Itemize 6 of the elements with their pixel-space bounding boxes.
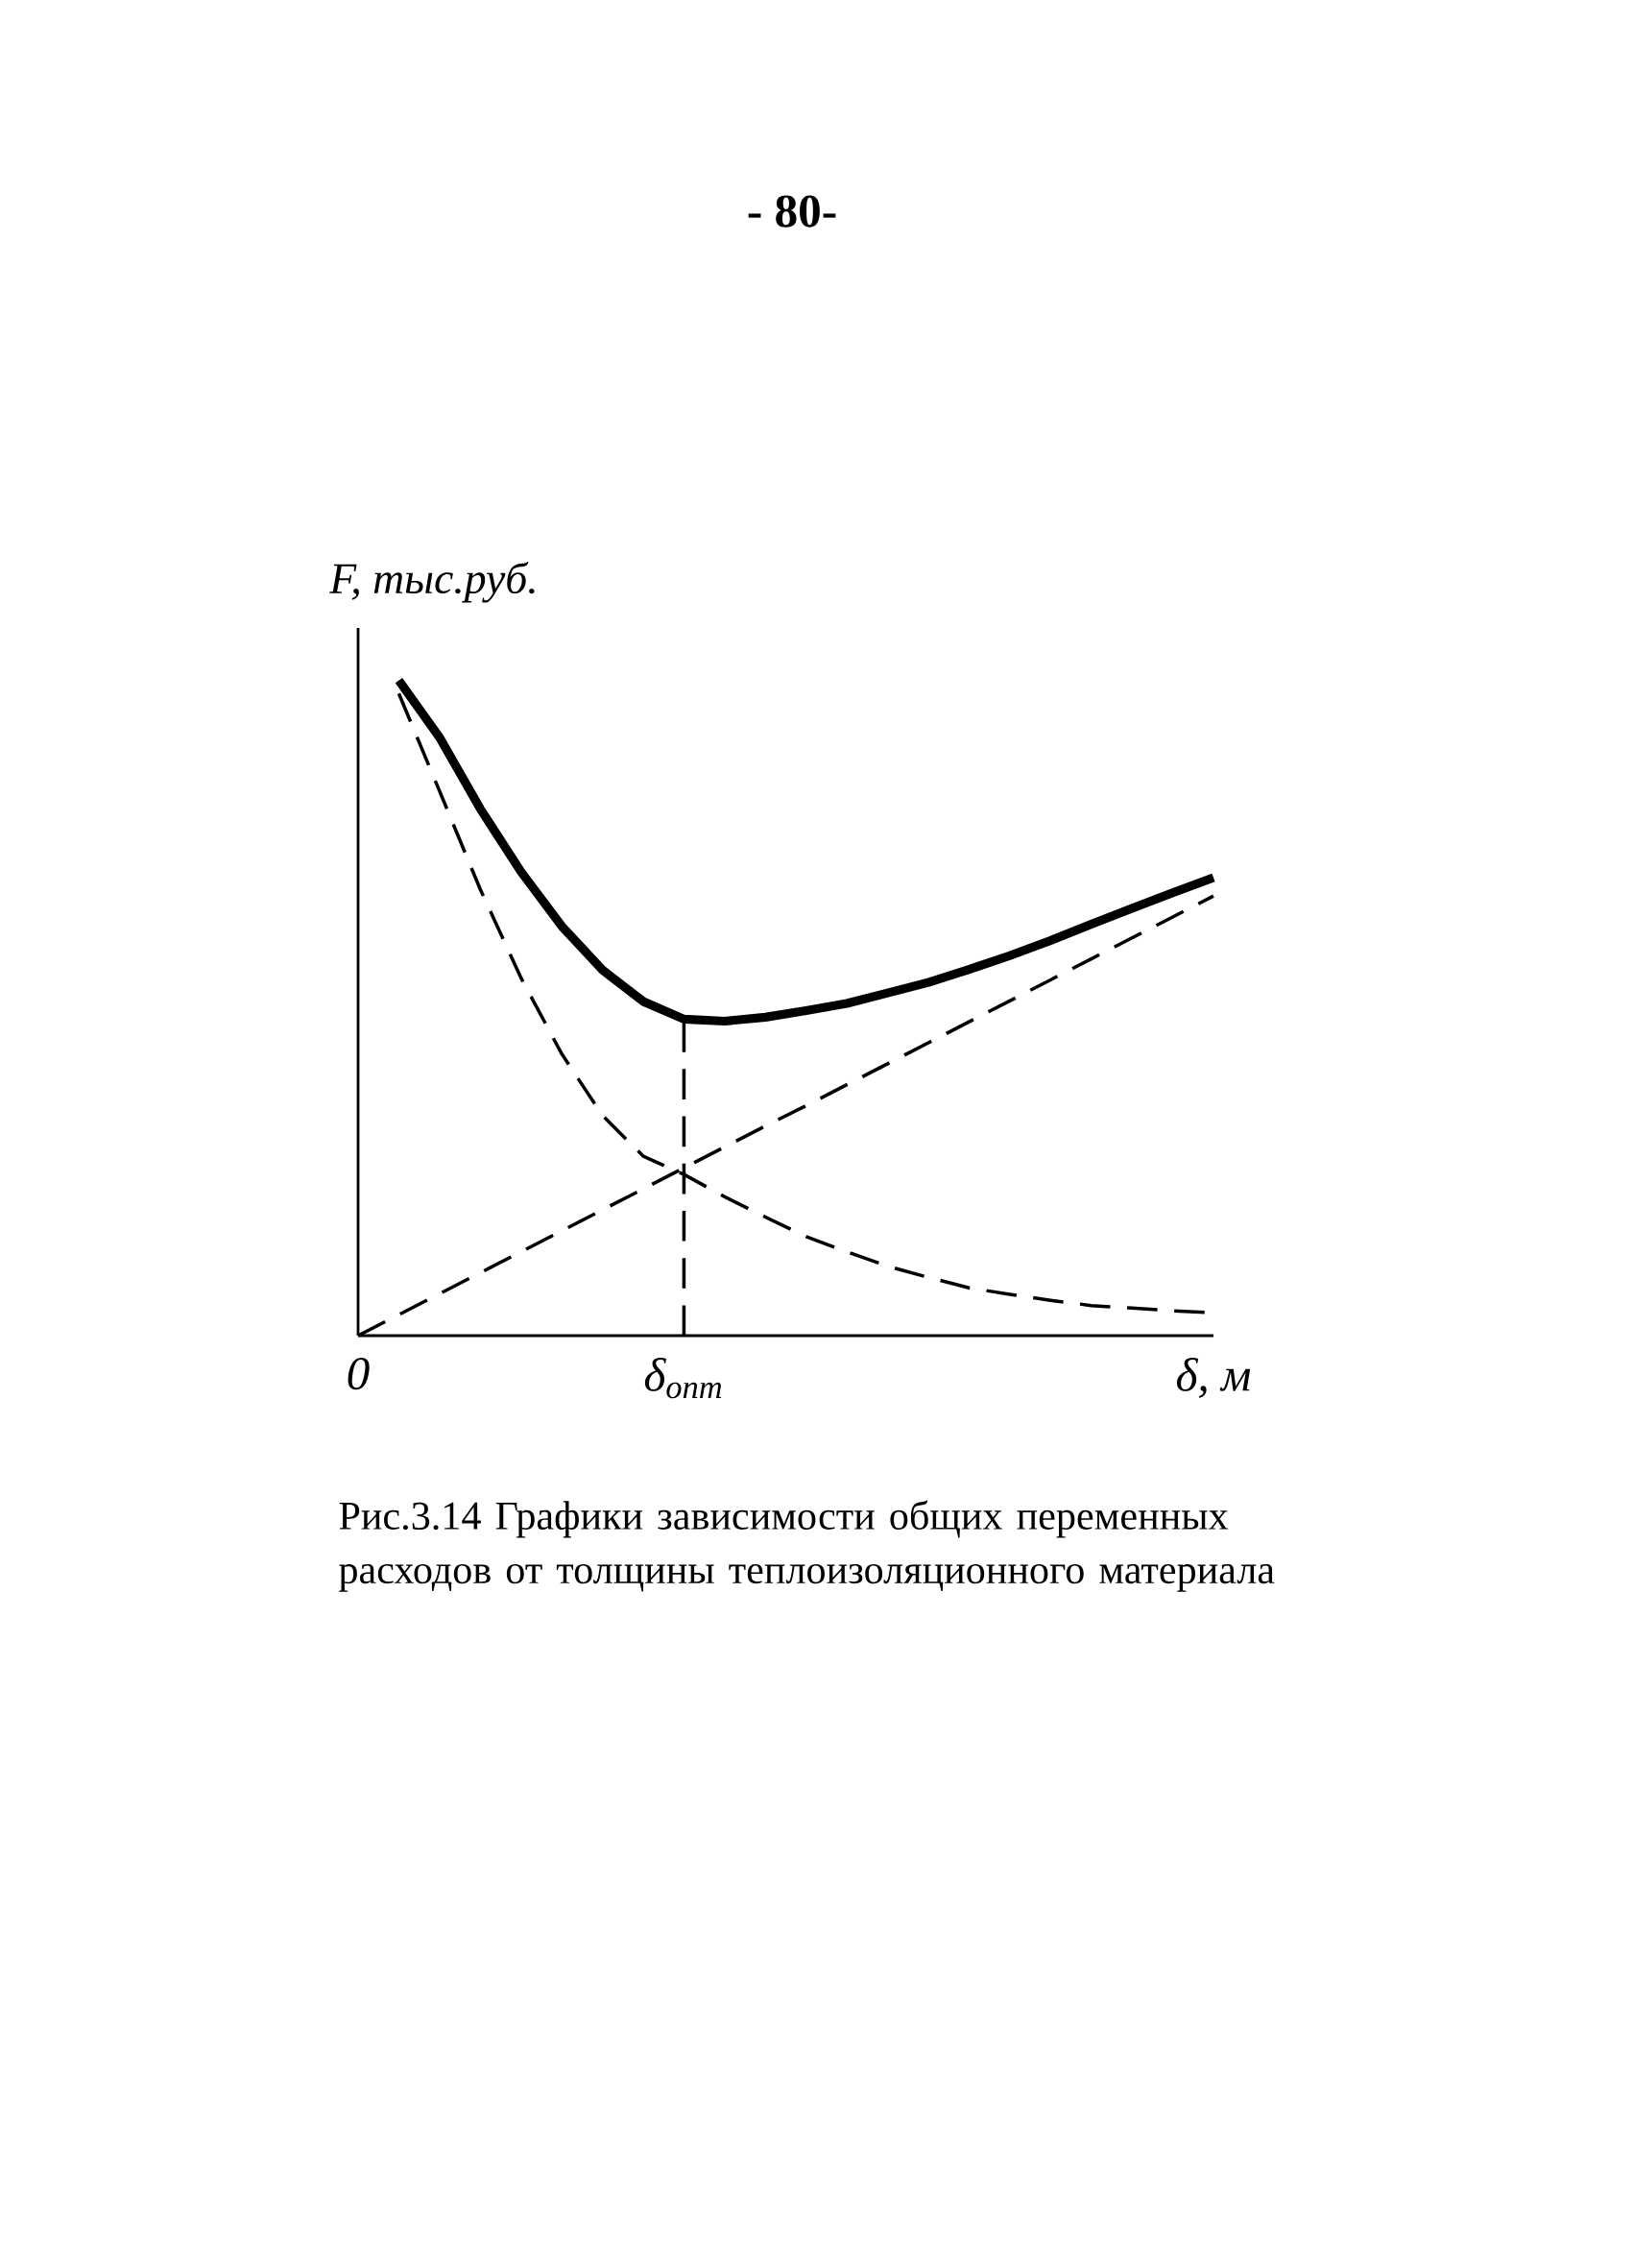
x-tick-label: 0 [348, 1357, 370, 1390]
x-tick-label: δ$_{опт}$ [644, 1357, 722, 1399]
text: Рис.3.14 Графики зависимости общих переменных расходов от толщины теплоизоляционного материала [339, 1500, 1275, 1592]
y-axis-title: F, тыс.руб. [329, 562, 535, 603]
x-axis-title: δ, м [1177, 1357, 1251, 1398]
text: - 80- [748, 195, 836, 228]
